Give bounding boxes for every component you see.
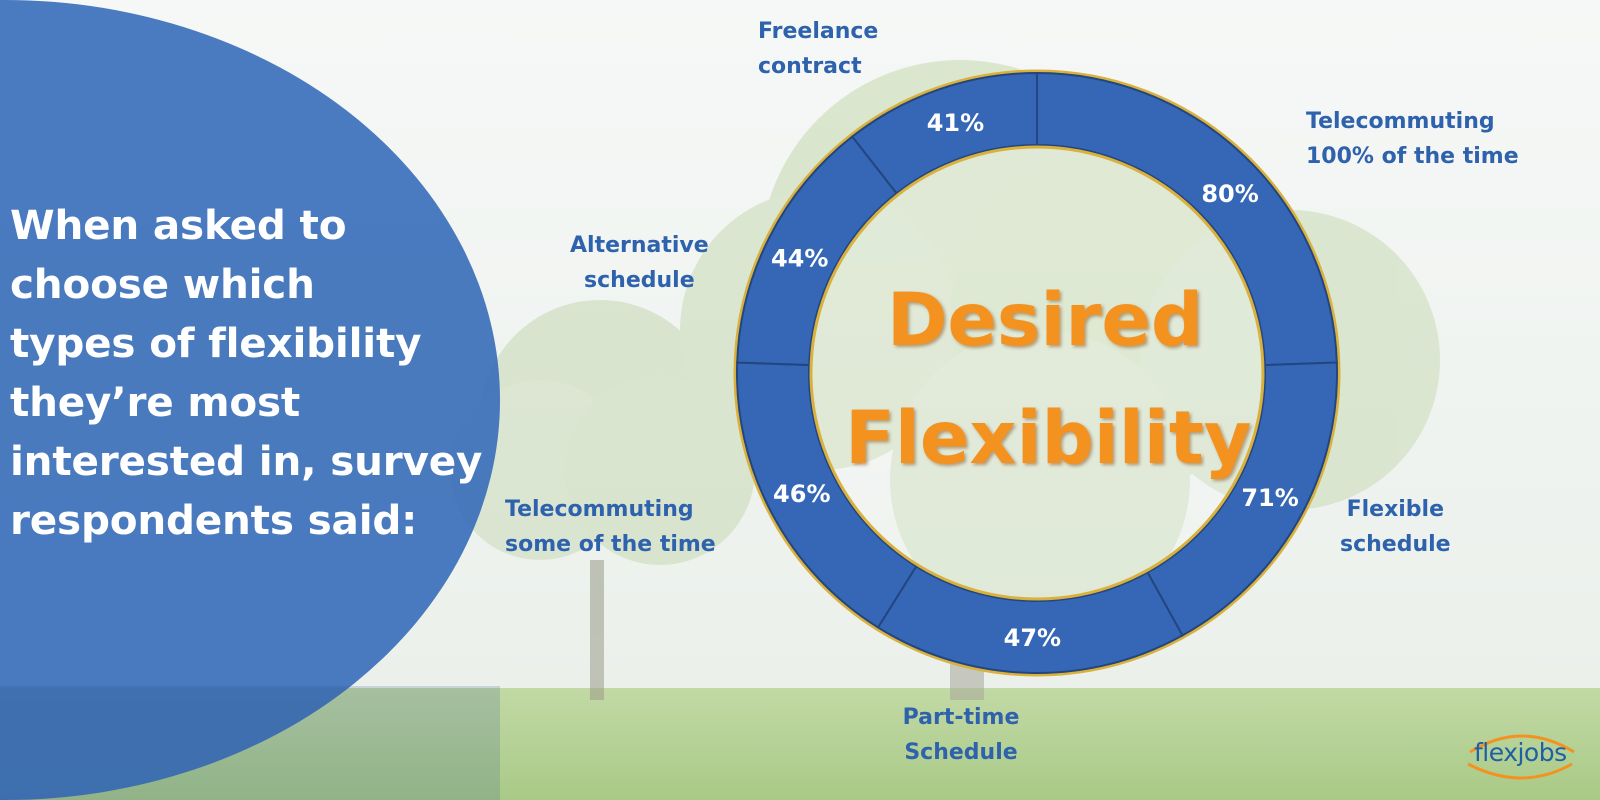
category-label-line: Alternative	[570, 233, 709, 258]
category-label-line: Telecommuting	[505, 497, 694, 522]
category-label-line: schedule	[1340, 532, 1451, 557]
donut-inner-rim	[809, 145, 1265, 601]
donut-value-label: 71%	[1241, 484, 1298, 512]
center-title-line: Flexibility	[845, 396, 1252, 481]
logo-text: flexjobs	[1474, 738, 1567, 767]
headline-text: When asked to choose which types of flex…	[10, 196, 490, 550]
category-label-flexible-schedule: Flexible schedule	[1340, 492, 1451, 562]
center-title-line: Desired	[886, 278, 1204, 363]
donut-value-label: 47%	[1004, 624, 1061, 652]
logo-arc-icon	[1467, 734, 1575, 780]
headline-line: interested in, survey	[10, 437, 483, 485]
donut-outer-rim	[733, 69, 1341, 677]
headline-line: types of flexibility	[10, 319, 422, 367]
category-label-line: Schedule	[904, 740, 1018, 765]
headline-line: respondents said:	[10, 496, 418, 544]
donut-value-label: 46%	[773, 480, 830, 508]
donut-value-label: 41%	[927, 109, 984, 137]
donut-segment	[850, 71, 1038, 195]
category-label-line: Part-time	[902, 705, 1020, 730]
category-label-line: schedule	[584, 268, 695, 293]
donut-value-label: 44%	[771, 244, 828, 272]
category-label-telecommuting-some: Telecommuting some of the time	[505, 492, 716, 562]
category-label-line: some of the time	[505, 532, 716, 557]
category-label-telecommuting-full: Telecommuting 100% of the time	[1306, 104, 1519, 174]
donut-value-label: 80%	[1201, 180, 1258, 208]
flexjobs-logo: flexjobs	[1462, 724, 1582, 788]
headline-line: they’re most	[10, 378, 301, 426]
chart-center-title: Desired Flexibility	[845, 262, 1252, 498]
category-label-line: contract	[758, 54, 862, 79]
category-label-line: Telecommuting	[1306, 109, 1495, 134]
category-label-alternative-schedule: Alternative schedule	[570, 228, 709, 298]
category-label-line: Flexible	[1346, 497, 1445, 522]
category-label-line: Freelance	[758, 19, 879, 44]
category-label-freelance-contract: Freelance contract	[758, 14, 878, 84]
headline-line: choose which	[10, 260, 315, 308]
headline-line: When asked to	[10, 201, 347, 249]
category-label-part-time: Part-time Schedule	[886, 700, 1036, 770]
category-label-line: 100% of the time	[1306, 144, 1519, 169]
